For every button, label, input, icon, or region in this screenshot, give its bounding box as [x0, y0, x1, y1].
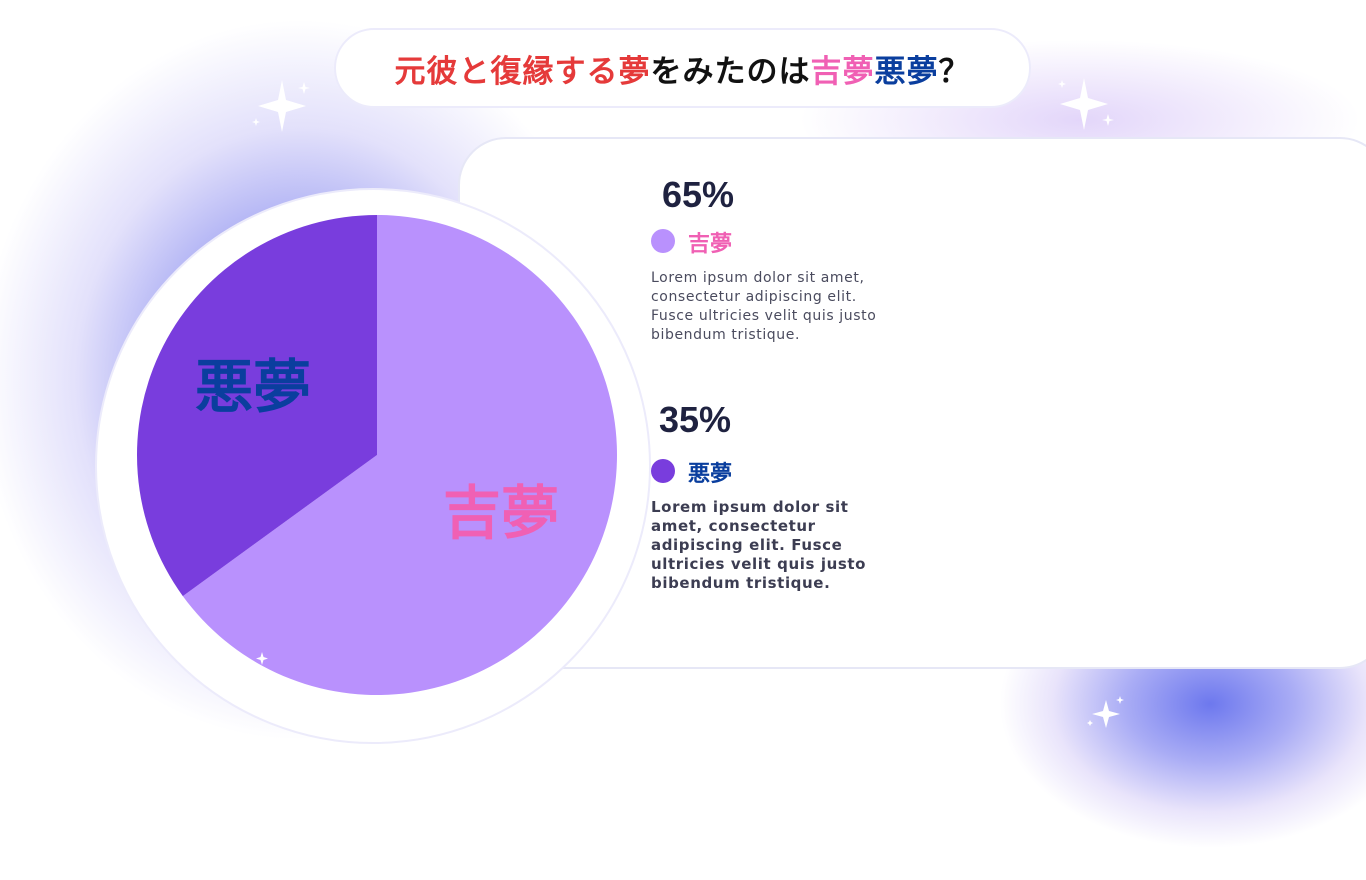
- good-dream-description: Lorem ipsum dolor sit amet, consectetur …: [651, 270, 877, 343]
- sparkle-icon: [1058, 78, 1114, 130]
- title-part-5: ？: [938, 53, 971, 90]
- bad-dream-legend-dot: [651, 459, 675, 483]
- good-dream-percent: 65%: [662, 174, 735, 215]
- title-part-1: 元彼と復縁する夢: [394, 53, 651, 90]
- pie-label-good-dream: 吉夢: [443, 479, 559, 547]
- good-dream-legend-dot: [651, 229, 675, 253]
- pie-slice-bad-dream: [136, 215, 377, 597]
- pie-chart: 吉夢 悪夢: [136, 215, 617, 695]
- pie-label-bad-dream: 悪夢: [195, 353, 311, 421]
- sparkle-icon: [252, 80, 310, 132]
- bad-dream-legend-label: 悪夢: [688, 461, 733, 487]
- title-part-4: 悪夢: [874, 53, 939, 90]
- title-part-3: 吉夢: [810, 53, 875, 90]
- sparkle-icon: [1087, 696, 1124, 728]
- bad-dream-percent: 35%: [659, 399, 732, 440]
- good-dream-legend-label: 吉夢: [688, 231, 733, 257]
- page-title: 元彼と復縁する夢 をみたのは 吉夢 悪夢 ？: [334, 28, 1031, 108]
- sparkle-icon: [850, 696, 925, 762]
- bad-dream-description: Lorem ipsum dolor sit amet, consectetur …: [651, 498, 867, 592]
- sparkle-icon: [256, 652, 268, 665]
- title-part-2: をみたのは: [650, 53, 811, 90]
- pie-slice-good-dream: [182, 215, 617, 695]
